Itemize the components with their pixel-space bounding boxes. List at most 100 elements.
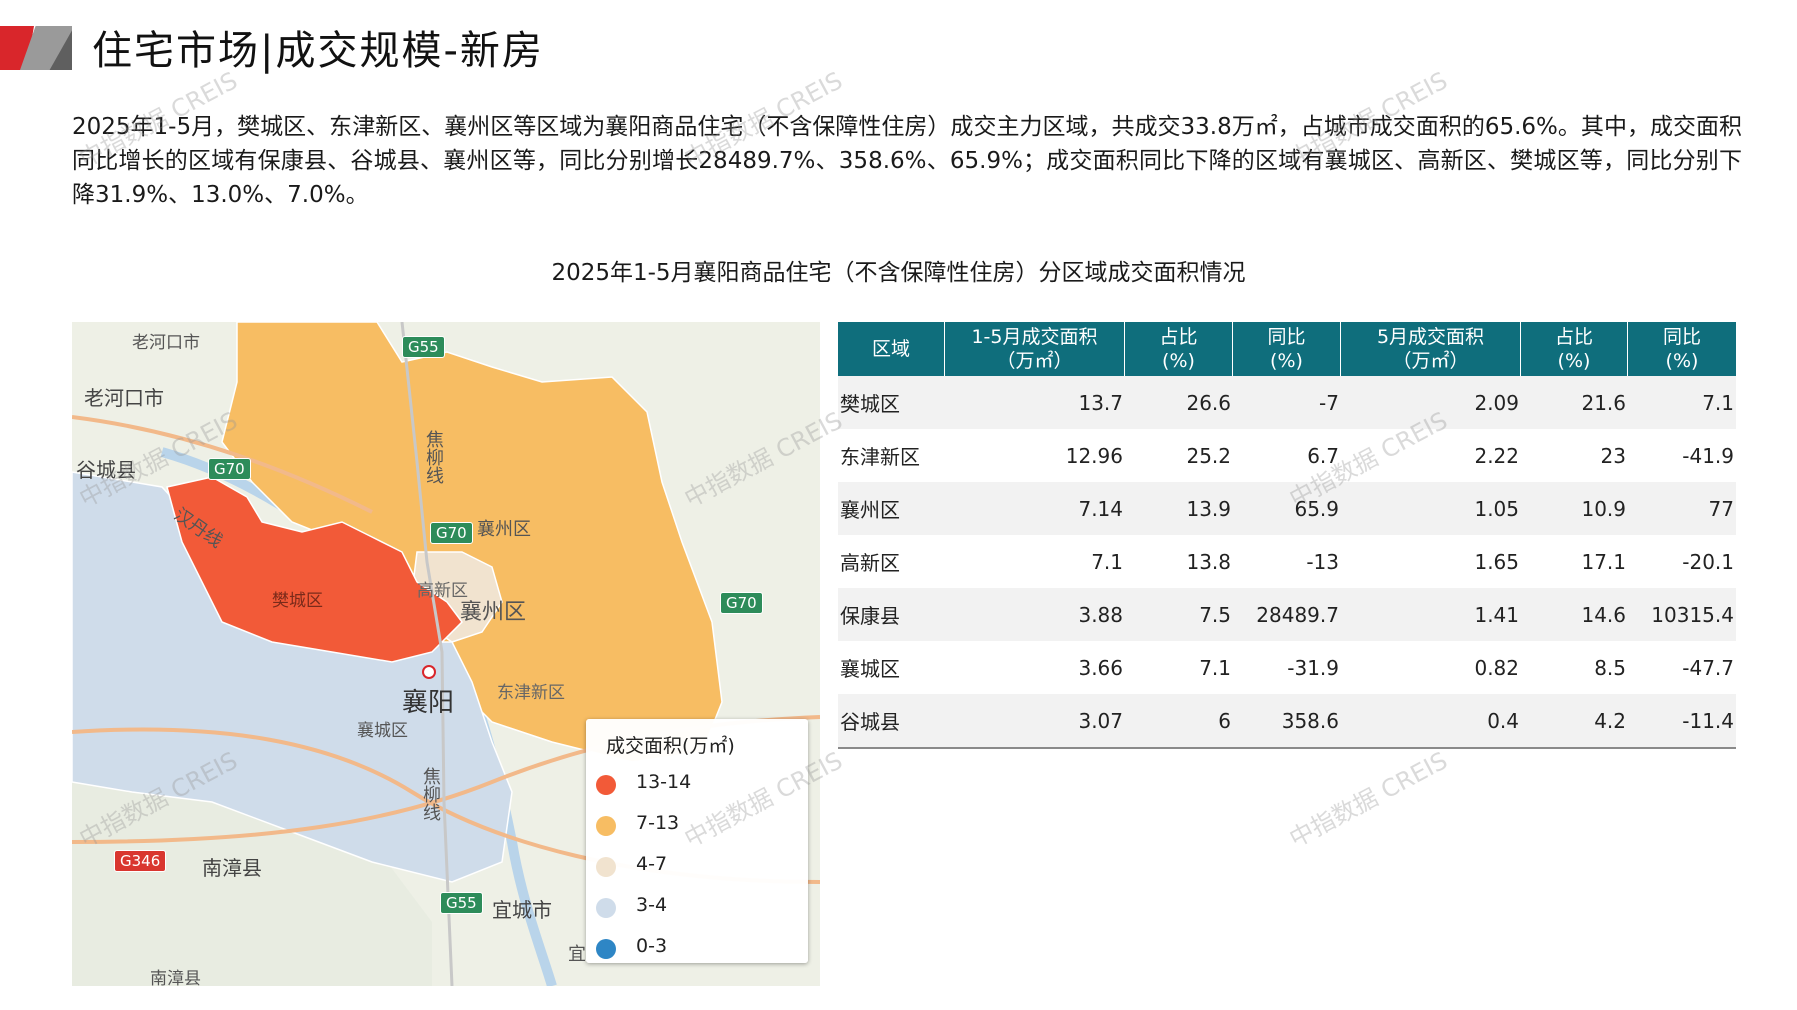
table-cell: 2.22 bbox=[1474, 443, 1519, 468]
table-cell: 358.6 bbox=[1281, 708, 1339, 733]
table-cell: 10.9 bbox=[1581, 496, 1626, 521]
table-cell: 14.6 bbox=[1581, 602, 1626, 627]
legend-item: 4-7 bbox=[596, 851, 796, 881]
map-label-xiangyang: 襄阳 bbox=[402, 688, 455, 718]
table-row: 樊城区 13.7 26.6 -7 2.09 21.6 7.1 bbox=[838, 376, 1736, 429]
legend-label: 13-14 bbox=[636, 771, 692, 793]
map-label-yi: 宜 bbox=[568, 944, 586, 965]
highway-shield-g55-top: G55 bbox=[402, 336, 445, 358]
page-title: 住宅市场|成交规模-新房 bbox=[92, 28, 544, 74]
table-cell: 0.82 bbox=[1474, 655, 1519, 680]
map-label-jiaoliu-bottom: 焦柳线 bbox=[420, 767, 441, 821]
legend-label: 4-7 bbox=[636, 853, 668, 875]
table-cell: 襄城区 bbox=[840, 657, 900, 681]
table-cell: 7.1 bbox=[1702, 390, 1734, 415]
district-table: 区域 1-5月成交面积 （万㎡） 占比 (%) 同比 (%) 5月成交面积 （万… bbox=[838, 322, 1736, 749]
table-cell: 保康县 bbox=[840, 604, 900, 628]
highway-shield-g70-mid: G70 bbox=[430, 522, 473, 544]
map-label-laohekou-top: 老河口市 bbox=[132, 333, 200, 353]
table-cell: 7.5 bbox=[1199, 602, 1231, 627]
table-cell: 17.1 bbox=[1581, 549, 1626, 574]
table-header-cell: 同比 (%) bbox=[1662, 326, 1701, 372]
table-cell: 10315.4 bbox=[1651, 602, 1734, 627]
table-row: 高新区 7.1 13.8 -13 1.65 17.1 -20.1 bbox=[838, 535, 1736, 588]
highway-shield-g55-bottom: G55 bbox=[440, 892, 483, 914]
table-cell: 樊城区 bbox=[840, 392, 900, 416]
table-cell: 东津新区 bbox=[840, 445, 920, 469]
table-header-cell: 占比 (%) bbox=[1521, 322, 1628, 376]
table-cell: 4.2 bbox=[1594, 708, 1626, 733]
table-cell: -47.7 bbox=[1682, 655, 1734, 680]
summary-paragraph: 2025年1-5月，樊城区、东津新区、襄州区等区域为襄阳商品住宅（不含保障性住房… bbox=[72, 114, 1742, 208]
chart-title: 2025年1-5月襄阳商品住宅（不含保障性住房）分区域成交面积情况 bbox=[551, 260, 1246, 286]
table-cell: 谷城县 bbox=[840, 710, 900, 734]
legend-item: 3-4 bbox=[596, 892, 796, 922]
map-label-gaoxin: 高新区 bbox=[417, 581, 468, 601]
table-cell: 7.1 bbox=[1199, 655, 1231, 680]
table-cell: 28489.7 bbox=[1256, 602, 1339, 627]
legend-label: 3-4 bbox=[636, 894, 668, 916]
table-cell: 26.6 bbox=[1186, 390, 1231, 415]
table-cell: 0.4 bbox=[1487, 708, 1519, 733]
legend-dot-icon bbox=[596, 816, 616, 836]
table-cell: 12.96 bbox=[1065, 443, 1123, 468]
map-label-fancheng: 樊城区 bbox=[272, 591, 323, 611]
legend-dot-icon bbox=[596, 898, 616, 918]
legend-dot-icon bbox=[596, 939, 616, 959]
table-cell: 21.6 bbox=[1581, 390, 1626, 415]
table-cell: -11.4 bbox=[1682, 708, 1734, 733]
table-cell: -31.9 bbox=[1287, 655, 1339, 680]
map-label-laohekou: 老河口市 bbox=[84, 386, 164, 410]
table-row: 襄城区 3.66 7.1 -31.9 0.82 8.5 -47.7 bbox=[838, 641, 1736, 694]
map-label-xiangzhou: 襄州区 bbox=[460, 600, 527, 625]
legend-title: 成交面积(万㎡) bbox=[606, 735, 735, 757]
legend-label: 0-3 bbox=[636, 935, 668, 957]
table-header-cell: 1-5月成交面积 （万㎡） bbox=[945, 322, 1125, 376]
table-row: 东津新区 12.96 25.2 6.7 2.22 23 -41.9 bbox=[838, 429, 1736, 482]
district-map: 老河口市 老河口市 谷城县 焦柳线 焦柳线 汉丹线 襄州区 高新区 樊城区 襄州… bbox=[72, 322, 820, 986]
table-cell: 13.9 bbox=[1186, 496, 1231, 521]
table-cell: 65.9 bbox=[1294, 496, 1339, 521]
table-cell: 25.2 bbox=[1186, 443, 1231, 468]
region-red bbox=[166, 476, 463, 663]
table-cell: 7.14 bbox=[1078, 496, 1123, 521]
map-label-jiaoliu-top: 焦柳线 bbox=[423, 430, 444, 484]
map-label-xiangcheng: 襄城区 bbox=[357, 721, 408, 741]
table-row: 襄州区 7.14 13.9 65.9 1.05 10.9 77 bbox=[838, 482, 1736, 535]
legend-dot-icon bbox=[596, 775, 616, 795]
table-cell: -41.9 bbox=[1682, 443, 1734, 468]
table-row: 保康县 3.88 7.5 28489.7 1.41 14.6 10315.4 bbox=[838, 588, 1736, 641]
table-cell: 6.7 bbox=[1307, 443, 1339, 468]
table-cell: 3.66 bbox=[1078, 655, 1123, 680]
watermark: 中指数据 CREIS bbox=[1284, 746, 1453, 854]
legend-item: 13-14 bbox=[596, 769, 796, 799]
table-cell: -20.1 bbox=[1682, 549, 1734, 574]
map-label-xiangzhou-small: 襄州区 bbox=[477, 519, 531, 540]
map-label-nanzhang: 南漳县 bbox=[202, 856, 262, 880]
table-cell: 6 bbox=[1218, 708, 1231, 733]
table-header: 区域 1-5月成交面积 （万㎡） 占比 (%) 同比 (%) 5月成交面积 （万… bbox=[838, 322, 1736, 376]
table-header-cell: 同比 (%) bbox=[1233, 322, 1341, 376]
table-header-cell: 5月成交面积 （万㎡） bbox=[1341, 322, 1521, 376]
table-cell: 1.41 bbox=[1474, 602, 1519, 627]
table-cell: -7 bbox=[1319, 390, 1339, 415]
table-cell: 3.07 bbox=[1078, 708, 1123, 733]
legend-label: 7-13 bbox=[636, 812, 680, 834]
legend-item: 0-3 bbox=[596, 933, 796, 963]
table-cell: 13.8 bbox=[1186, 549, 1231, 574]
table-cell: 13.7 bbox=[1078, 390, 1123, 415]
table-cell: 高新区 bbox=[840, 551, 900, 575]
legend-item: 7-13 bbox=[596, 810, 796, 840]
highway-shield-g346: G346 bbox=[114, 850, 167, 872]
legend-dot-icon bbox=[596, 857, 616, 877]
table-header-cell: 区域 bbox=[838, 322, 945, 376]
map-label-yicheng: 宜城市 bbox=[492, 898, 552, 922]
table-row: 谷城县 3.07 6 358.6 0.4 4.2 -11.4 bbox=[838, 694, 1736, 747]
map-label-gucheng: 谷城县 bbox=[76, 458, 136, 482]
table-body: 樊城区 13.7 26.6 -7 2.09 21.6 7.1 东津新区 12.9… bbox=[838, 376, 1736, 747]
highway-shield-g70-right: G70 bbox=[720, 592, 763, 614]
table-cell: 7.1 bbox=[1091, 549, 1123, 574]
table-cell: 3.88 bbox=[1078, 602, 1123, 627]
city-marker-icon bbox=[422, 665, 436, 679]
table-cell: 襄州区 bbox=[840, 498, 900, 522]
